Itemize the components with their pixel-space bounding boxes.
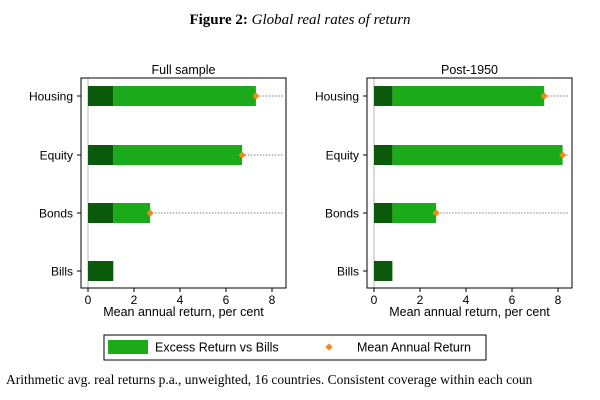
panel1-bar-excess-bonds xyxy=(113,203,151,223)
panel1-bar-excess-housing xyxy=(113,86,256,106)
panel2-xtick-label-4: 4 xyxy=(463,293,470,307)
panel1-title: Full sample xyxy=(152,63,216,77)
figure-label: Figure 2: xyxy=(189,12,248,28)
panel2-bar-bills-bonds xyxy=(374,203,393,223)
figure-title: Figure 2: Global real rates of return xyxy=(0,12,600,29)
panel1-bar-bills-housing xyxy=(88,86,114,106)
panel1-marker-equity xyxy=(238,151,246,159)
panel1-category-label-housing: Housing xyxy=(29,90,73,104)
panel1-bar-bills-bills xyxy=(88,261,114,281)
figure-name: Global real rates of return xyxy=(251,12,411,28)
legend-label-excess: Excess Return vs Bills xyxy=(155,341,279,355)
panel1-marker-housing xyxy=(252,92,260,100)
panel1-xtick-label-8: 8 xyxy=(269,293,276,307)
panel2-category-label-bills: Bills xyxy=(337,265,359,279)
panel1-xtick-label-4: 4 xyxy=(177,293,184,307)
panel2-bar-bills-bills xyxy=(374,261,393,281)
panel1-bar-excess-equity xyxy=(113,145,243,165)
panel1-category-label-bills: Bills xyxy=(51,265,73,279)
panel2-xtick-label-8: 8 xyxy=(555,293,562,307)
panel1-xtick-label-2: 2 xyxy=(131,293,138,307)
panel1-bar-bills-bonds xyxy=(88,203,114,223)
panel1-frame xyxy=(80,77,287,289)
panel2-marker-housing xyxy=(540,92,548,100)
panel1-category-label-bonds: Bonds xyxy=(39,207,73,221)
panel2-bar-bills-equity xyxy=(374,145,393,165)
legend-label-mean: Mean Annual Return xyxy=(357,341,471,355)
legend-marker-mean xyxy=(325,343,333,351)
panel2-frame xyxy=(366,77,573,289)
panel2-bar-excess-bonds xyxy=(392,203,437,223)
panel2-bar-bills-housing xyxy=(374,86,393,106)
panel2-category-label-bonds: Bonds xyxy=(325,207,359,221)
panel2-xtick-label-0: 0 xyxy=(371,293,378,307)
panel2-marker-equity xyxy=(559,151,567,159)
panel2-xtick-label-2: 2 xyxy=(417,293,424,307)
panel2-bar-excess-housing xyxy=(392,86,545,106)
panel1-xtick-label-6: 6 xyxy=(223,293,230,307)
panel1-marker-bonds xyxy=(146,209,154,217)
legend-box xyxy=(103,334,487,361)
panel2-category-label-equity: Equity xyxy=(326,149,359,163)
panel1-xtick-label-0: 0 xyxy=(85,293,92,307)
panel1-category-label-equity: Equity xyxy=(40,149,73,163)
panel1-xlabel: Mean annual return, per cent xyxy=(103,305,264,319)
panel2-title: Post-1950 xyxy=(441,63,498,77)
figure-caption: Arithmetic avg. real returns p.a., unwei… xyxy=(6,372,533,387)
panel2-xtick-label-6: 6 xyxy=(509,293,516,307)
panel2-bar-excess-equity xyxy=(392,145,563,165)
panel1-bar-bills-equity xyxy=(88,145,114,165)
panel2-xlabel: Mean annual return, per cent xyxy=(389,305,550,319)
legend-swatch-excess xyxy=(108,340,148,354)
panel2-marker-bonds xyxy=(432,209,440,217)
panel2-category-label-housing: Housing xyxy=(315,90,359,104)
